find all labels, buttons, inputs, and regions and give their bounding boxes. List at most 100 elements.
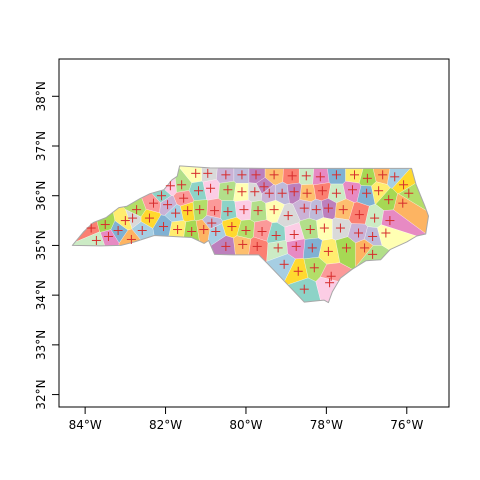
centroid-marker — [86, 223, 96, 233]
centroid-marker — [323, 246, 333, 256]
centroid-marker — [305, 225, 315, 235]
county-polygon — [178, 235, 242, 303]
centroid-marker — [144, 213, 154, 223]
y-tick-label: 38°N — [34, 81, 48, 111]
centroid-marker — [370, 213, 380, 223]
centroid-marker — [128, 213, 138, 223]
centroid-marker — [237, 170, 247, 180]
centroid-marker — [113, 226, 123, 236]
centroid-marker — [237, 187, 247, 197]
county-polygon — [218, 181, 237, 201]
centroid-marker — [331, 170, 341, 180]
centroid-marker — [259, 182, 269, 192]
centroid-marker — [271, 230, 281, 240]
centroid-marker — [173, 225, 183, 235]
centroid-marker — [341, 243, 351, 253]
centroid-marker — [378, 170, 388, 180]
centroid-marker — [253, 206, 263, 216]
county-polygon — [202, 215, 223, 230]
centroid-marker — [354, 210, 364, 220]
centroid-marker — [126, 234, 136, 244]
x-axis: 84°W 82°W 80°W 78°W 76°W — [69, 406, 423, 432]
centroid-marker — [390, 172, 400, 182]
centroid-marker — [338, 205, 348, 215]
centroid-marker — [293, 266, 303, 276]
centroid-marker — [269, 170, 279, 180]
centroid-marker — [301, 171, 311, 181]
county-polygon — [256, 177, 274, 195]
centroid-marker — [148, 198, 158, 208]
centroid-marker — [309, 263, 319, 273]
centroid-marker — [350, 170, 360, 180]
y-tick-label: 33°N — [34, 330, 48, 360]
centroid-marker — [103, 231, 113, 241]
county-polygon — [312, 165, 330, 186]
county-polygon — [233, 235, 252, 303]
centroid-marker — [195, 205, 205, 215]
county-polygon — [216, 165, 235, 184]
x-tick-label: 78°W — [310, 418, 343, 432]
centroid-marker — [264, 188, 274, 198]
centroid-marker — [157, 191, 167, 201]
centroid-marker — [279, 259, 289, 269]
county-polygon — [393, 193, 429, 240]
centroid-marker — [120, 216, 130, 226]
county-polygon — [159, 195, 177, 216]
centroid-marker — [283, 211, 293, 221]
state-outline — [71, 165, 429, 304]
centroid-marker — [257, 227, 267, 237]
centroid-marker — [179, 193, 189, 203]
centroid-marker — [404, 188, 414, 198]
centroid-marker — [203, 168, 213, 178]
y-tick-label: 35°N — [34, 230, 48, 260]
centroid-marker — [227, 222, 237, 232]
county-polygon — [354, 245, 429, 303]
centroid-marker — [177, 180, 187, 190]
centroid-marker — [269, 205, 279, 215]
centroid-marker — [277, 188, 287, 198]
centroid-marker — [211, 227, 221, 237]
centroid-marker — [360, 243, 370, 253]
centroid-marker — [368, 249, 378, 259]
centroid-marker — [317, 186, 327, 196]
centroid-marker — [348, 185, 358, 195]
centroid-marker — [311, 205, 321, 215]
centroid-marker — [199, 225, 209, 235]
centroid-marker — [374, 186, 384, 196]
x-tick-label: 82°W — [149, 418, 182, 432]
centroid-marker — [91, 235, 101, 245]
centroid-marker — [399, 180, 409, 190]
centroid-marker — [241, 226, 251, 236]
centroid-marker — [165, 181, 175, 191]
centroid-marker — [381, 228, 391, 238]
centroid-marker — [187, 227, 197, 237]
centroid-marker — [384, 195, 394, 205]
centroid-marker — [137, 226, 147, 236]
centroid-marker — [251, 170, 261, 180]
x-tick-label: 76°W — [390, 418, 423, 432]
y-tick-label: 36°N — [34, 181, 48, 211]
y-tick-label: 32°N — [34, 379, 48, 409]
county-polygon — [282, 165, 300, 185]
county-polygon — [321, 198, 337, 220]
centroid-marker — [289, 229, 299, 239]
centroid-marker — [223, 185, 233, 195]
centroid-marker — [239, 205, 249, 215]
centroid-marker — [335, 223, 345, 233]
centroid-marker — [159, 222, 169, 232]
centroid-marker — [287, 171, 297, 181]
centroid-marker — [362, 188, 372, 198]
county-polygon — [131, 165, 177, 197]
centroid-marker — [289, 187, 299, 197]
centroid-marker — [223, 207, 233, 217]
centroid-marker — [206, 183, 216, 193]
centroid-marker — [250, 187, 260, 197]
x-tick-label: 84°W — [69, 418, 102, 432]
x-tick-label: 80°W — [229, 418, 262, 432]
centroid-marker — [191, 168, 201, 178]
centroid-marker — [221, 241, 231, 251]
centroid-marker — [362, 173, 372, 183]
y-tick-label: 34°N — [34, 280, 48, 310]
centroid-marker — [325, 278, 335, 288]
